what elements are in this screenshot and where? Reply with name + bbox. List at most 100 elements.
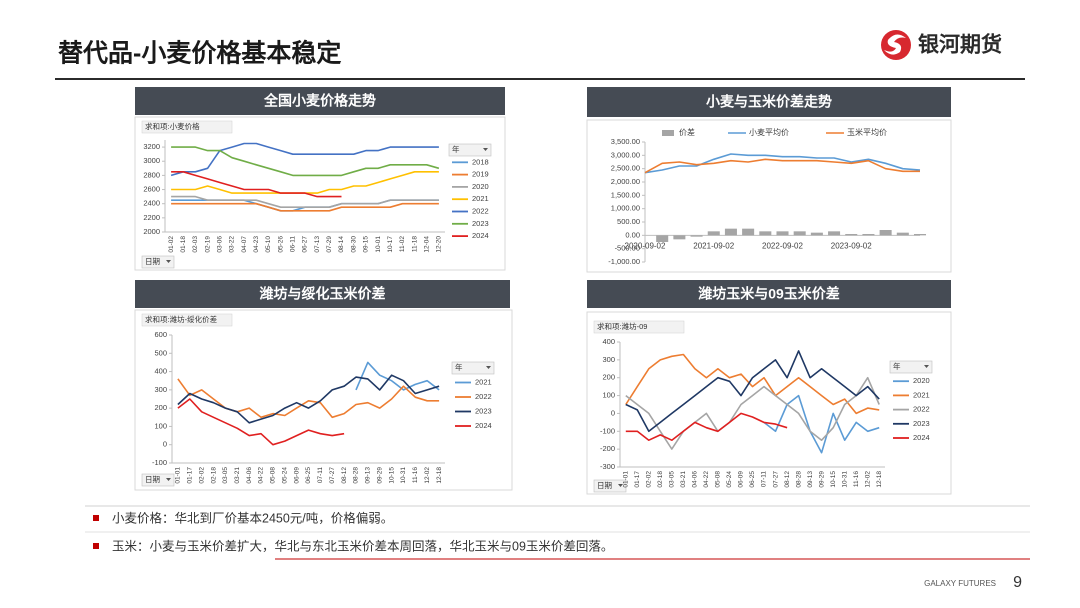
y-tick-label: 2,500.00 [611,164,640,173]
filter-button [141,473,175,487]
field-button [593,320,685,334]
bar [759,231,772,236]
bar [845,234,858,236]
x-tick-label: 03-21 [234,467,241,484]
y-tick-label: 400 [602,337,615,346]
x-tick-label: 10-31 [841,471,848,488]
x-tick-label: 06-25 [305,467,312,484]
x-tick-label: 05-26 [277,236,284,253]
legend-label: 2023 [472,219,489,228]
y-tick-label: 300 [154,385,167,394]
y-tick-label: 2200 [143,213,160,222]
dropdown-arrow [924,365,929,368]
filter-label: 年 [455,362,463,372]
y-tick-label: 500 [154,348,167,357]
x-tick-label: 08-28 [795,471,802,488]
x-tick-label: 10-15 [830,471,837,488]
x-tick-label: 05-24 [726,471,733,488]
legend-label: 2023 [913,419,930,428]
series-line [625,350,880,433]
value-field: 求和项:潍坊-09 [597,321,647,331]
y-tick-label: 0.00 [625,230,640,239]
chart-frame [586,311,952,495]
x-tick-label: 06-27 [302,236,309,253]
bar [690,235,703,237]
y-tick-label: -500.00 [615,244,640,253]
legend-label: 小麦平均价 [749,127,789,137]
panel-header [135,87,505,115]
x-tick-label: 10-15 [388,467,395,484]
x-tick-label: 08-14 [338,236,345,253]
x-tick-label: 05-08 [270,467,277,484]
x-tick-label: 11-02 [399,236,406,253]
bar [793,231,806,236]
x-tick-label: 07-29 [326,236,333,253]
filter-label: 日期 [597,481,612,490]
x-tick-label: 03-05 [222,467,229,484]
bar [656,235,669,242]
filter-button [593,479,627,493]
legend-label: 2020 [913,376,930,385]
x-tick-label: 02-18 [210,467,217,484]
series-line [355,361,440,391]
filter-button [889,360,933,374]
bar [707,231,720,236]
y-tick-label: 500.00 [617,217,640,226]
x-tick-label: 07-13 [314,236,321,253]
legend-label: 2021 [472,194,489,203]
x-tick-label: 08-12 [784,471,791,488]
x-tick-label: 04-06 [246,467,253,484]
filter-button [448,143,492,157]
x-tick-label: 08-12 [341,467,348,484]
series-line [171,195,439,208]
y-tick-label: 3,500.00 [611,137,640,146]
x-tick-label: 11-18 [411,236,418,253]
x-tick-label: 03-06 [217,236,224,253]
field-button [141,313,233,327]
y-tick-label: 400 [154,367,167,376]
x-tick-label: 08-28 [353,467,360,484]
series-line [171,171,342,198]
legend-label: 价差 [679,127,695,137]
y-tick-label: -1,000.00 [608,257,640,266]
legend-swatch [662,130,674,136]
bar [776,231,789,236]
filter-label: 日期 [145,475,160,484]
y-tick-label: 1,000.00 [611,204,640,213]
footer-brand: GALAXY FUTURES [924,579,996,588]
y-tick-label: 0 [163,440,167,449]
x-tick-label: 01-02 [168,236,175,253]
x-tick-label: 11-16 [853,471,860,488]
bar [810,232,823,236]
x-tick-label: 09-29 [376,467,383,484]
y-tick-label: 200 [602,373,615,382]
x-tick-label: 10-01 [375,236,382,253]
series-line [644,158,920,174]
x-tick-label: 10-17 [387,236,394,253]
legend-label: 2022 [913,405,930,414]
legend-label: 2018 [472,157,489,166]
x-tick-label: 07-27 [772,471,779,488]
x-tick-label: 02-18 [657,471,664,488]
dropdown-arrow [166,260,171,263]
x-tick-label: 11-16 [412,467,419,484]
x-tick-label: 05-08 [715,471,722,488]
x-tick-label: 06-25 [749,471,756,488]
y-tick-label: 1,500.00 [611,190,640,199]
x-tick-label: 02-02 [198,467,205,484]
legend-label: 2023 [475,406,492,415]
legend-label: 2024 [472,231,489,240]
filter-label: 年 [893,361,901,371]
bar [896,232,909,236]
x-tick-label: 2020-09-02 [625,241,666,250]
logo-text: 银河期货 [918,33,1002,57]
x-tick-label: 03-21 [680,471,687,488]
y-tick-label: 0 [611,408,615,417]
legend-label: 2022 [472,206,489,215]
x-tick-label: 04-23 [253,236,260,253]
x-tick-label: 2023-09-02 [831,241,872,250]
y-tick-label: -200 [600,444,615,453]
